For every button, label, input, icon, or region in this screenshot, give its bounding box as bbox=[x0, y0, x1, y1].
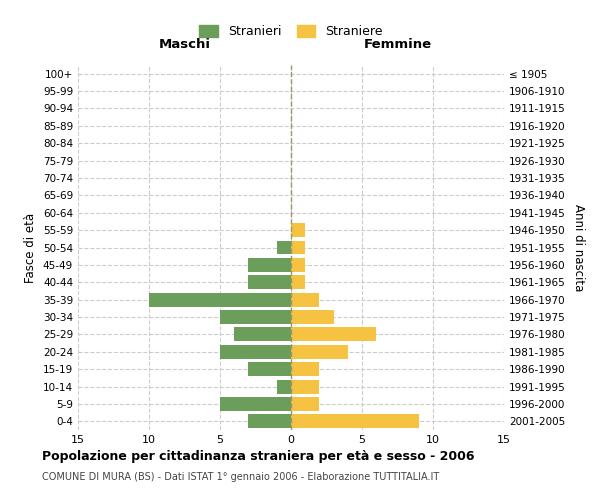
Bar bbox=[291, 345, 348, 358]
Bar bbox=[291, 258, 305, 272]
Bar bbox=[291, 240, 305, 254]
Bar bbox=[220, 345, 291, 358]
Bar bbox=[291, 362, 319, 376]
Bar bbox=[291, 397, 319, 411]
Bar bbox=[277, 240, 291, 254]
Bar bbox=[291, 380, 319, 394]
Bar bbox=[234, 328, 291, 342]
Bar bbox=[291, 328, 376, 342]
Bar bbox=[248, 362, 291, 376]
Bar bbox=[291, 223, 305, 237]
Legend: Stranieri, Straniere: Stranieri, Straniere bbox=[194, 20, 388, 44]
Bar bbox=[248, 258, 291, 272]
Text: COMUNE DI MURA (BS) - Dati ISTAT 1° gennaio 2006 - Elaborazione TUTTITALIA.IT: COMUNE DI MURA (BS) - Dati ISTAT 1° genn… bbox=[42, 472, 439, 482]
Bar bbox=[220, 310, 291, 324]
Bar bbox=[220, 397, 291, 411]
Y-axis label: Anni di nascita: Anni di nascita bbox=[572, 204, 585, 291]
Text: Popolazione per cittadinanza straniera per età e sesso - 2006: Popolazione per cittadinanza straniera p… bbox=[42, 450, 475, 463]
Bar bbox=[291, 414, 419, 428]
Bar bbox=[248, 276, 291, 289]
Text: Maschi: Maschi bbox=[158, 38, 211, 51]
Bar bbox=[277, 380, 291, 394]
Bar bbox=[248, 414, 291, 428]
Bar bbox=[291, 310, 334, 324]
Text: Femmine: Femmine bbox=[364, 38, 431, 51]
Bar bbox=[149, 292, 291, 306]
Bar bbox=[291, 276, 305, 289]
Y-axis label: Fasce di età: Fasce di età bbox=[25, 212, 37, 282]
Bar bbox=[291, 292, 319, 306]
